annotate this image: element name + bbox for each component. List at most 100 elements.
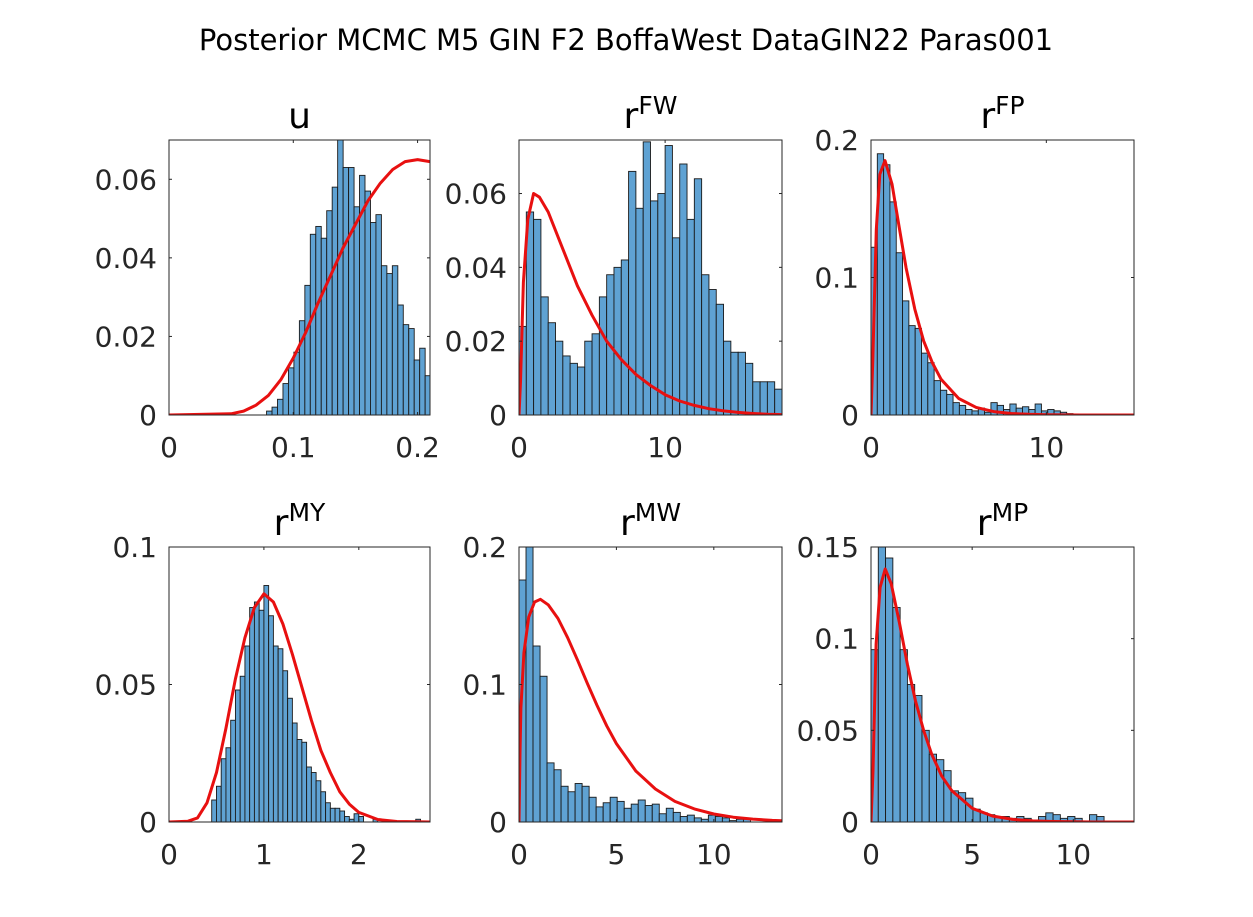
- histogram-bar: [310, 772, 317, 822]
- histogram-bar: [216, 785, 222, 822]
- histogram-bar: [752, 381, 761, 415]
- histogram-bar: [419, 347, 426, 415]
- histogram-bar: [348, 167, 355, 415]
- histogram-bar: [540, 296, 549, 415]
- histogram-bar: [889, 201, 897, 415]
- x-tick-label: 0.2: [395, 431, 440, 464]
- histogram-bar: [637, 799, 646, 822]
- subplot-4: 0 1 2 0 0.05 0.1 rMY: [95, 498, 431, 871]
- histogram-bar: [301, 741, 308, 822]
- histogram-bar: [560, 785, 569, 822]
- histogram-bar: [933, 380, 941, 415]
- histogram-bar: [574, 783, 583, 822]
- histogram-bar: [331, 186, 339, 415]
- histogram-bar: [339, 810, 346, 822]
- histogram-bar: [539, 675, 548, 822]
- histogram-bars: [211, 585, 421, 822]
- histogram-bar: [306, 766, 312, 822]
- histogram-bar: [902, 300, 910, 415]
- histogram-bar: [651, 803, 660, 822]
- histogram-bar: [249, 607, 255, 822]
- histogram-bar: [576, 366, 586, 415]
- axes-box: [870, 546, 1135, 823]
- prior-density-curve: [169, 592, 430, 822]
- histogram-bar: [714, 816, 723, 822]
- y-tick-label: 0.06: [95, 163, 157, 196]
- histogram-bar: [253, 601, 260, 822]
- histogram-bar: [525, 547, 534, 822]
- histogram-bar: [413, 359, 421, 415]
- histogram-bar: [642, 141, 651, 415]
- histogram-bar: [1034, 403, 1042, 415]
- x-tick-label: 0: [160, 838, 178, 871]
- histogram-bar: [408, 328, 415, 415]
- y-tick-label: 0.05: [797, 714, 859, 747]
- histogram-bar: [630, 803, 639, 822]
- subplot-title: u: [288, 96, 311, 137]
- histogram-bar: [774, 388, 782, 415]
- histogram-bar: [804, 408, 811, 415]
- subplot-title: rMP: [977, 498, 1028, 544]
- histogram-bar: [664, 145, 673, 415]
- histogram-bar: [402, 324, 410, 415]
- y-tick-label: 0: [841, 399, 859, 432]
- subplot-title-base: u: [288, 96, 311, 137]
- histogram-bar: [547, 322, 556, 415]
- histogram-bar: [375, 214, 382, 415]
- histogram-bar: [225, 747, 232, 822]
- histogram-bar: [1096, 816, 1105, 822]
- histogram-bar: [287, 367, 295, 415]
- histogram-bar: [546, 762, 555, 822]
- x-tick-label: 0: [510, 838, 528, 871]
- histogram-bar: [686, 814, 695, 822]
- subplot-title-superscript: FP: [995, 91, 1024, 120]
- histogram-bar: [598, 296, 608, 415]
- y-tick-label: 0.02: [95, 320, 157, 353]
- histogram-bar: [309, 233, 317, 415]
- histogram-bar: [353, 206, 360, 415]
- subplot-title-base: r: [620, 503, 635, 544]
- subplot-title: rFW: [624, 91, 678, 137]
- y-tick-label: 0.02: [445, 325, 507, 358]
- histogram-bar: [397, 304, 404, 415]
- histogram-bar: [272, 645, 279, 822]
- subplot-5: 0 5 10 0 0.1 0.2 rMW: [462, 498, 783, 871]
- histogram-bar: [325, 802, 331, 822]
- y-tick-label: 0.05: [95, 669, 157, 702]
- histogram-bar: [693, 817, 702, 822]
- histogram-bar: [620, 259, 630, 415]
- x-tick-label: 0.1: [271, 431, 316, 464]
- histogram-bar: [781, 392, 782, 415]
- x-tick-label: 0: [862, 431, 880, 464]
- x-tick-label: 0: [510, 431, 528, 464]
- x-tick-label: 2: [350, 838, 368, 871]
- histogram-bar: [386, 273, 393, 415]
- histogram-bar: [452, 407, 457, 415]
- histogram-bar: [263, 585, 270, 822]
- x-tick-label: 10: [647, 431, 683, 464]
- histogram-bar: [334, 807, 341, 822]
- histogram-bar: [635, 207, 644, 415]
- y-tick-label: 0: [489, 399, 507, 432]
- y-tick-label: 0.1: [112, 531, 157, 564]
- histogram-bars: [266, 140, 457, 415]
- prior-density-curve: [519, 597, 782, 822]
- histogram-bar: [946, 393, 954, 415]
- histogram-bar: [326, 210, 333, 415]
- histogram-bar: [826, 408, 833, 415]
- histogram-bar: [885, 557, 894, 822]
- histogram-bar: [533, 218, 542, 415]
- histogram-bar: [315, 780, 322, 822]
- histogram-bar: [602, 802, 611, 822]
- x-tick-label: 0: [160, 431, 178, 464]
- histogram-bar: [220, 758, 227, 822]
- y-tick-label: 0: [139, 806, 157, 839]
- x-tick-label: 5: [607, 838, 625, 871]
- y-tick-label: 0.1: [814, 262, 859, 295]
- histogram-bar: [927, 362, 935, 415]
- x-tick-label: 0: [862, 838, 880, 871]
- subplot-title-superscript: FW: [638, 91, 677, 120]
- histogram-bar: [715, 303, 725, 415]
- histogram-bar: [553, 769, 562, 822]
